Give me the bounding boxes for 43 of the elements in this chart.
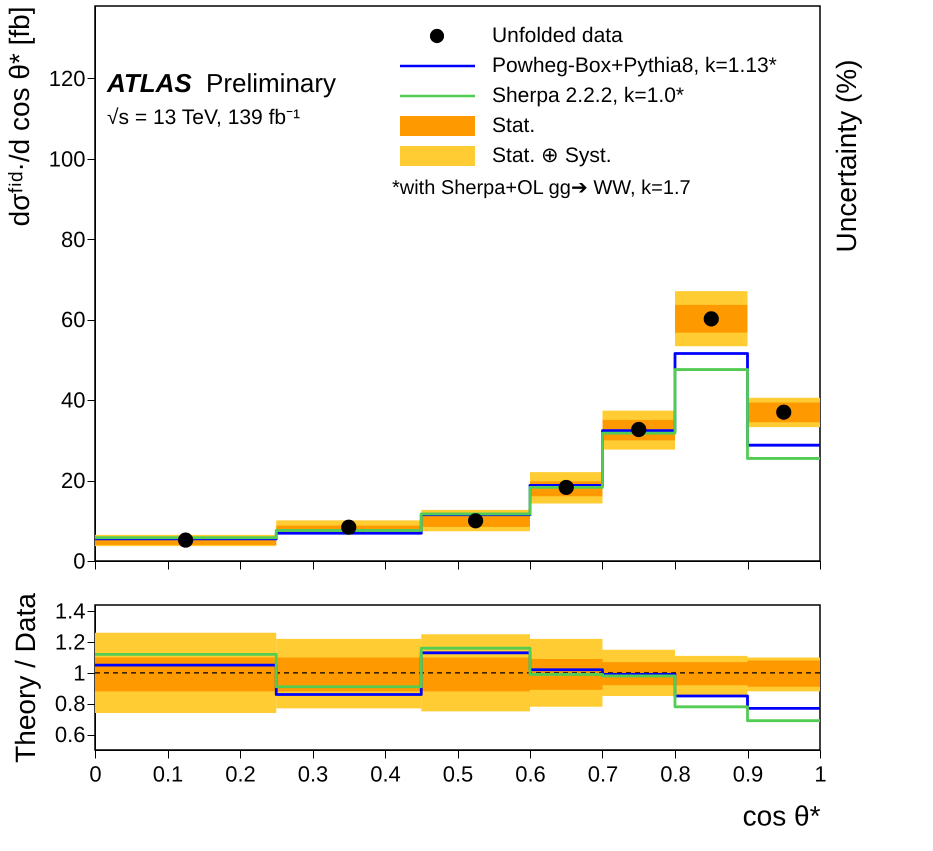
y-tick-label: 0	[73, 548, 86, 574]
x-tick-label: 0	[89, 762, 102, 786]
bar	[675, 304, 748, 333]
x-tick-label: 0.6	[515, 762, 546, 786]
y-tick-label: 1.2	[54, 630, 86, 655]
x-tick-label: 0.3	[298, 762, 328, 786]
y-tick-label: 20	[61, 468, 86, 494]
x-tick-label: 0.7	[588, 762, 618, 786]
x-tick-label: 0.8	[660, 762, 691, 786]
point	[558, 480, 574, 495]
x-tick-label: 0.5	[442, 762, 474, 786]
y-tick-label: 100	[48, 146, 86, 172]
y-tick-label: 1	[73, 660, 86, 686]
y-axis-title: Theory / Data	[10, 592, 41, 763]
legend-label: Sherpa 2.2.2, k=1.0*	[492, 84, 684, 107]
y2-axis-title: Uncertainty (%)	[831, 60, 862, 252]
x-tick-label: 1	[814, 762, 827, 786]
legend-label: Unfolded data	[492, 24, 624, 47]
y-tick-label: 60	[61, 307, 86, 332]
annotation: ATLAS Preliminary	[106, 68, 336, 98]
point	[704, 311, 719, 326]
annotation: *with Sherpa+OL gg➔ WW, k=1.7	[392, 177, 691, 199]
legend-label: Powheg-Box+Pythia8, k=1.13*	[492, 54, 777, 77]
x-tick-label: 0.9	[732, 762, 764, 786]
y-tick-label: 40	[61, 388, 86, 413]
legend-label: Stat. ⊕ Syst.	[492, 144, 612, 167]
y-tick-label: 1.4	[54, 598, 86, 624]
point	[776, 404, 792, 420]
point	[178, 532, 194, 548]
y-tick-label: 120	[48, 66, 86, 91]
y-axis-title: dσᶠⁱᵈ·/d cos θ* [fb]	[4, 6, 35, 226]
point	[468, 513, 484, 528]
annotation: √s = 13 TeV, 139 fb⁻¹	[107, 106, 300, 129]
x-axis-title: cos θ*	[742, 800, 821, 832]
point	[631, 422, 646, 438]
point	[341, 520, 356, 535]
x-tick-label: 0.4	[370, 762, 401, 786]
y-tick-label: 80	[61, 226, 86, 252]
y-tick-label: 0.6	[54, 722, 86, 748]
legend-label: Stat.	[492, 114, 536, 137]
x-tick-label: 0.2	[225, 762, 256, 786]
y-tick-label: 0.8	[54, 691, 86, 716]
x-tick-label: 0.1	[152, 762, 184, 786]
